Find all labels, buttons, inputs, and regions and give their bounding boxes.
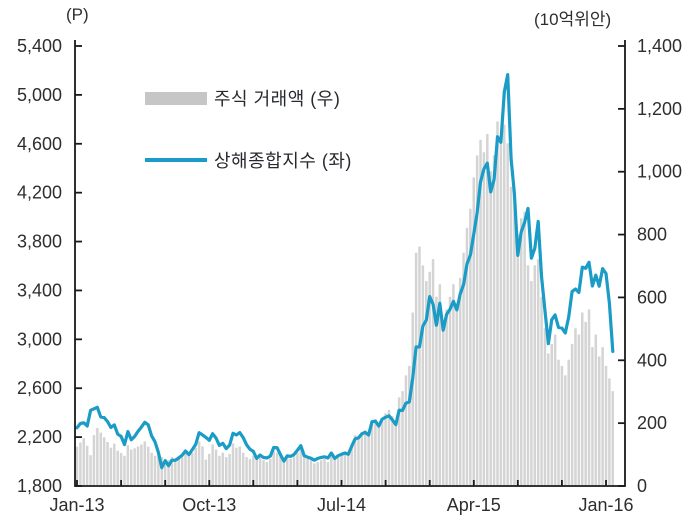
x-axis-tick-label: Oct-13	[182, 495, 236, 515]
index-line	[75, 72, 615, 470]
right-axis-tick-label: 200	[637, 413, 667, 433]
left-axis-tick-label: 3,000	[17, 329, 62, 349]
x-axis-tick-label: Jul-14	[317, 495, 366, 515]
legend-label-volume: 주식 거래액 (우)	[214, 89, 341, 109]
x-axis-tick-label: Apr-15	[447, 495, 501, 515]
axes-frame	[74, 40, 626, 487]
right-axis-tick-label: 1,400	[637, 36, 682, 56]
left-axis-tick-label: 2,600	[17, 378, 62, 398]
legend-label-index: 상해종합지수 (좌)	[214, 151, 352, 171]
left-axis-unit-label: (P)	[66, 5, 89, 24]
right-axis-tick-label: 0	[637, 476, 647, 496]
left-axis-tick-label: 4,600	[17, 134, 62, 154]
left-axis-tick-label: 3,400	[17, 280, 62, 300]
right-axis-unit-label: (10억위안)	[534, 10, 612, 29]
chart-legend: 주식 거래액 (우) 상해종합지수 (좌)	[145, 85, 352, 173]
legend-item-index: 상해종합지수 (좌)	[145, 147, 352, 173]
right-axis-tick-label: 600	[637, 287, 667, 307]
x-axis-tick-label: Jan-16	[578, 495, 633, 515]
index-line-swatch-icon	[145, 158, 207, 162]
left-axis-tick-label: 4,200	[17, 183, 62, 203]
right-axis-tick-label: 400	[637, 350, 667, 370]
left-axis-tick-label: 5,400	[17, 36, 62, 56]
right-axis-tick-label: 800	[637, 225, 667, 245]
right-axis-tick-label: 1,200	[637, 99, 682, 119]
legend-item-volume: 주식 거래액 (우)	[145, 85, 352, 111]
x-axis-tick-label: Jan-13	[49, 495, 104, 515]
left-axis-tick-label: 5,000	[17, 85, 62, 105]
left-axis-tick-label: 2,200	[17, 427, 62, 447]
left-axis-tick-label: 3,800	[17, 232, 62, 252]
volume-bar-swatch-icon	[145, 91, 207, 105]
left-axis-tick-label: 1,800	[17, 476, 62, 496]
right-axis-tick-label: 1,000	[637, 162, 682, 182]
